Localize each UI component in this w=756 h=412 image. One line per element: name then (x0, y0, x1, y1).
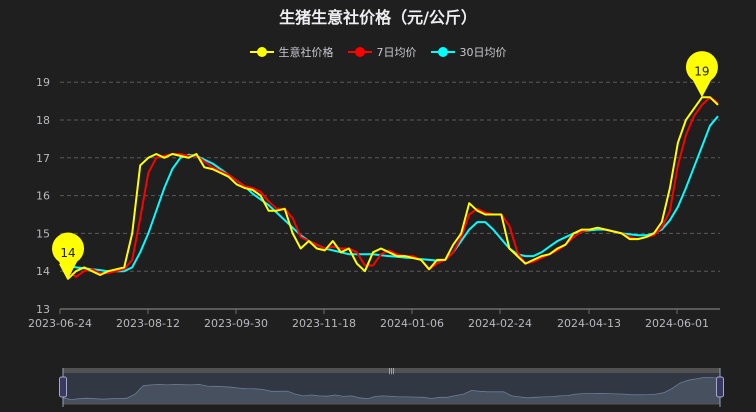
datazoom-drag-grip-icon[interactable]: ||| (388, 368, 394, 375)
datazoom-handle-right[interactable] (716, 368, 724, 407)
legend: 生意社价格 7日均价 30日均价 (0, 44, 756, 60)
legend-line-dot-icon (249, 47, 274, 57)
y-tick-label: 19 (36, 76, 50, 89)
datazoom-handle-left[interactable] (59, 368, 67, 407)
max-markpoint[interactable]: 19 (685, 51, 718, 98)
min-markpoint[interactable]: 14 (52, 232, 85, 279)
svg-text:19: 19 (694, 64, 709, 78)
legend-line-dot-icon (430, 47, 455, 57)
legend-label: 30日均价 (459, 46, 507, 59)
y-tick-label: 17 (36, 152, 50, 165)
y-tick-label: 16 (36, 190, 50, 203)
y-tick-label: 18 (36, 114, 50, 127)
y-tick-label: 15 (36, 227, 50, 240)
y-tick-label: 14 (36, 265, 50, 278)
x-tick-label: 2023-09-30 (204, 317, 268, 330)
x-tick-label: 2024-02-24 (468, 317, 532, 330)
datazoom-preview (62, 377, 721, 405)
chart-title: 生猪生意社价格（元/公斤） (279, 8, 477, 27)
y-axis: 13 14 15 16 17 18 19 (36, 76, 50, 316)
grid-lines (60, 81, 720, 272)
legend-label: 7日均价 (376, 46, 417, 59)
x-tick-label: 2024-01-06 (380, 317, 444, 330)
x-tick-label: 2024-06-01 (645, 317, 709, 330)
series-lines (59, 96, 719, 280)
legend-item-7day[interactable]: 7日均价 (347, 44, 417, 60)
legend-item-30day[interactable]: 30日均价 (430, 44, 507, 60)
legend-label: 生意社价格 (278, 46, 334, 59)
x-tick-label: 2023-06-24 (28, 317, 92, 330)
y-tick-label: 13 (36, 303, 50, 316)
datazoom-move-bar[interactable] (63, 368, 720, 373)
datazoom-slider[interactable]: ||| (59, 368, 724, 407)
series-line (59, 115, 719, 273)
x-tick-label: 2024-04-13 (557, 317, 621, 330)
markpoints: 14 19 (52, 51, 718, 279)
svg-text:14: 14 (60, 246, 75, 260)
series-line (59, 96, 719, 278)
x-axis: 2023-06-24 2023-08-12 2023-09-30 2023-11-18… (28, 308, 720, 330)
x-tick-label: 2023-11-18 (292, 317, 356, 330)
x-tick-label: 2023-08-12 (116, 317, 180, 330)
series-line (59, 96, 719, 280)
legend-item-price[interactable]: 生意社价格 (249, 44, 334, 60)
legend-line-dot-icon (347, 47, 372, 57)
